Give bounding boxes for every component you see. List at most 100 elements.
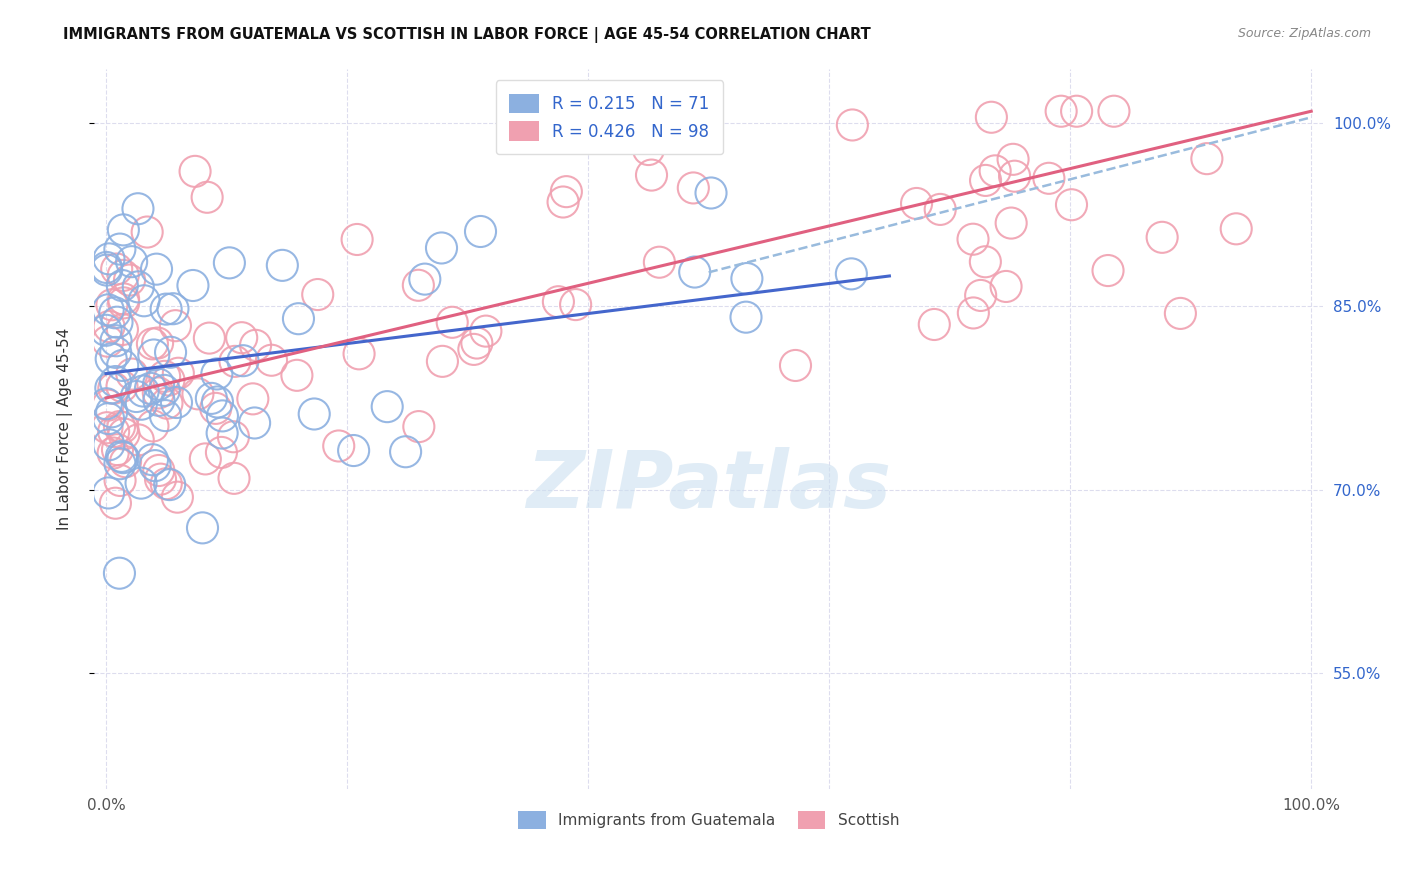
Point [97,438,120,452]
Point [108,457,131,471]
Point [108,474,131,488]
Point [962,232,984,246]
Point [209,445,232,459]
Point [222,430,245,444]
Point [1002,153,1025,167]
Point [127,280,149,294]
Point [207,395,229,409]
Point [118,273,141,287]
Point [127,433,149,447]
Point [408,419,430,434]
Text: Source: ZipAtlas.com: Source: ZipAtlas.com [1237,27,1371,40]
Point [96,260,118,275]
Point [637,143,659,157]
Point [143,458,166,473]
Point [218,256,240,270]
Point [156,396,179,410]
Point [142,418,165,433]
Point [735,271,758,285]
Point [110,450,132,464]
Point [974,173,997,187]
Point [1066,104,1088,119]
Point [127,202,149,216]
Point [1195,152,1218,166]
Point [155,476,177,491]
Point [100,405,122,419]
Point [224,354,246,368]
Point [101,446,124,460]
Point [97,334,120,349]
Point [112,427,135,442]
Point [107,442,129,457]
Point [104,496,127,510]
Point [98,319,121,334]
Point [243,416,266,430]
Point [475,324,498,338]
Point [463,343,485,357]
Point [148,377,170,392]
Point [104,345,127,359]
Point [111,278,134,293]
Point [165,318,187,333]
Point [346,232,368,246]
Point [111,379,134,393]
Point [841,267,863,281]
Point [159,345,181,359]
Point [905,196,928,211]
Point [271,258,294,272]
Point [148,386,170,401]
Point [108,242,131,256]
Point [136,225,159,239]
Point [969,288,991,302]
Point [1102,104,1125,119]
Point [231,331,253,345]
Point [145,262,167,277]
Point [132,293,155,308]
Point [129,476,152,491]
Point [328,439,350,453]
Point [153,384,176,398]
Point [922,318,945,332]
Point [245,338,267,352]
Point [103,425,125,439]
Point [184,164,207,178]
Point [962,306,984,320]
Point [146,336,169,351]
Point [149,472,172,486]
Point [211,409,233,423]
Point [105,262,128,277]
Point [1000,216,1022,230]
Point [194,451,217,466]
Point [413,272,436,286]
Point [551,194,574,209]
Point [142,348,165,362]
Point [111,359,134,373]
Point [129,397,152,411]
Point [408,278,430,293]
Point [929,202,952,217]
Point [187,387,209,401]
Point [430,241,453,255]
Point [465,336,488,351]
Point [1050,104,1073,119]
Point [735,310,758,325]
Point [204,401,226,416]
Point [104,375,127,389]
Point [162,301,184,316]
Point [141,336,163,351]
Point [1170,306,1192,320]
Point [100,351,122,366]
Point [166,490,188,504]
Point [1038,171,1060,186]
Point [974,254,997,268]
Point [1152,230,1174,244]
Point [103,381,125,395]
Point [155,302,177,317]
Point [1004,169,1026,184]
Point [841,118,863,132]
Point [375,400,398,414]
Point [302,407,325,421]
Point [984,164,1007,178]
Point [108,566,131,581]
Text: IMMIGRANTS FROM GUATEMALA VS SCOTTISH IN LABOR FORCE | AGE 45-54 CORRELATION CHA: IMMIGRANTS FROM GUATEMALA VS SCOTTISH IN… [63,27,872,43]
